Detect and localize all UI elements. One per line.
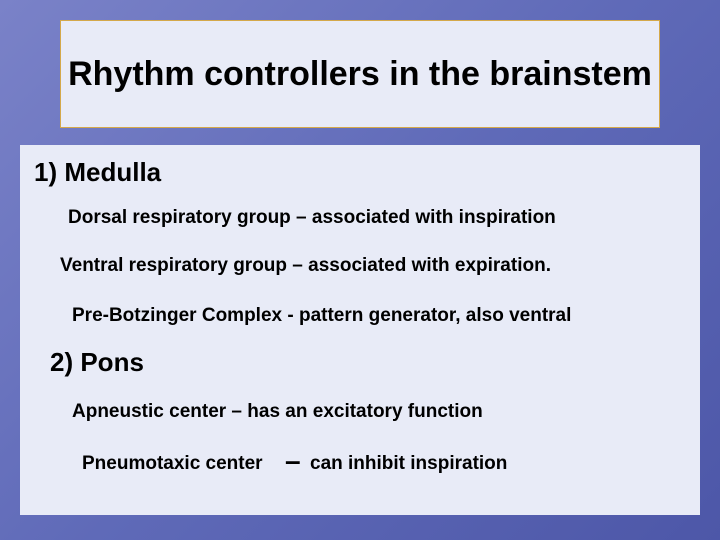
- line-pneumotaxic-label: Pneumotaxic center: [82, 453, 263, 475]
- line-ventral: Ventral respiratory group – associated w…: [60, 255, 551, 277]
- heading-pons: 2) Pons: [50, 347, 144, 378]
- heading-medulla: 1) Medulla: [34, 157, 161, 188]
- title-box: Rhythm controllers in the brainstem: [60, 20, 660, 128]
- slide: Rhythm controllers in the brainstem 1) M…: [0, 0, 720, 540]
- line-pneumotaxic-dash: –: [285, 445, 301, 477]
- slide-title: Rhythm controllers in the brainstem: [68, 54, 652, 95]
- line-apneustic: Apneustic center – has an excitatory fun…: [72, 401, 483, 423]
- line-pneumotaxic-text: can inhibit inspiration: [310, 453, 507, 475]
- content-box: 1) Medulla Dorsal respiratory group – as…: [20, 145, 700, 515]
- line-prebotzinger: Pre-Botzinger Complex - pattern generato…: [72, 305, 571, 327]
- line-dorsal: Dorsal respiratory group – associated wi…: [68, 207, 556, 229]
